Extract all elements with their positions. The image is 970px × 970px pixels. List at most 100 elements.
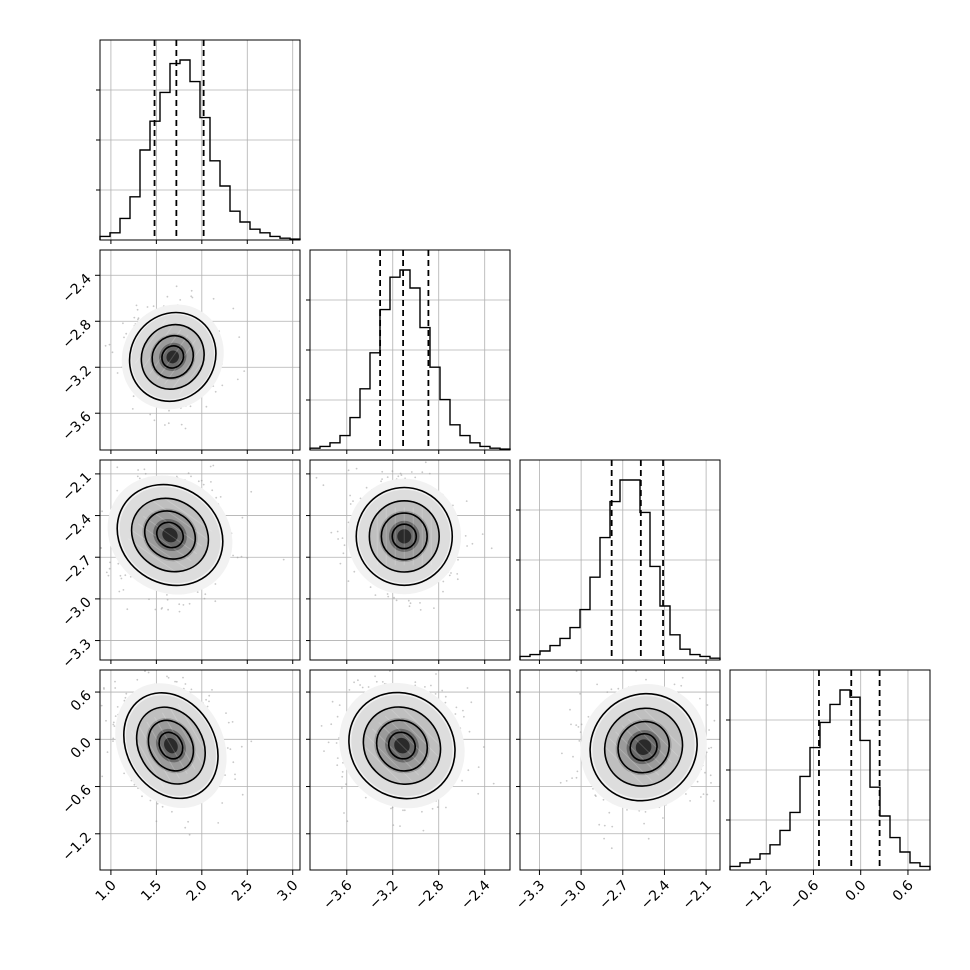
scatter-point — [164, 424, 166, 426]
scatter-point — [178, 603, 181, 606]
scatter-point — [126, 665, 128, 667]
scatter-point — [149, 413, 152, 416]
y-tick-label-2-4: −2.1 — [59, 469, 94, 504]
scatter-point — [161, 805, 164, 808]
scatter-point — [232, 554, 235, 557]
scatter-point — [241, 516, 244, 519]
scatter-point — [330, 723, 333, 726]
x-tick-label-2-0: −3.3 — [513, 878, 548, 913]
scatter-point — [579, 731, 582, 733]
scatter-point — [341, 771, 344, 773]
x-tick-label-2-2: −2.7 — [596, 878, 631, 913]
scatter-point — [144, 472, 147, 475]
scatter-point — [341, 787, 343, 789]
scatter-point — [424, 686, 426, 688]
scatter-point — [421, 810, 423, 813]
scatter-point — [137, 318, 139, 321]
scatter-point — [62, 476, 64, 478]
scatter-point — [171, 810, 173, 813]
scatter-point — [156, 802, 159, 805]
density-cell-edge — [148, 508, 203, 547]
scatter-point — [617, 687, 620, 690]
contour-0 — [629, 732, 658, 762]
scatter-point — [445, 806, 447, 809]
scatter-point — [141, 795, 143, 798]
scatter-point — [184, 826, 187, 829]
scatter-point — [387, 595, 390, 598]
scatter-point — [359, 684, 361, 686]
x-tick-label-1-2: −2.8 — [412, 878, 447, 913]
scatter-point — [322, 484, 325, 487]
contour-1 — [617, 720, 670, 774]
scatter-point — [106, 751, 109, 753]
joint-content — [520, 670, 734, 870]
scatter-point — [327, 741, 330, 744]
y-tick-label-3-3: 0.6 — [68, 687, 95, 714]
x-tick-label-0-4: 3.0 — [274, 878, 301, 905]
scatter-point — [603, 824, 606, 827]
scatter-point — [713, 719, 716, 722]
scatter-point — [240, 745, 243, 748]
density-shading — [115, 683, 227, 808]
y-tick-label-3-2: 0.0 — [68, 735, 95, 762]
scatter-point — [114, 715, 117, 717]
scatter-point — [596, 683, 598, 686]
scatter-point — [336, 764, 339, 767]
scatter-point — [407, 599, 410, 602]
density-cell-edge — [158, 493, 213, 532]
scatter-point — [571, 777, 573, 779]
contour-2 — [140, 323, 205, 390]
scatter-point — [179, 299, 182, 301]
scatter-point — [466, 687, 469, 689]
scatter-point — [190, 688, 193, 691]
scatter-point — [155, 820, 158, 823]
scatter-point — [232, 307, 235, 310]
scatter-point — [214, 583, 217, 585]
joint-panel-1-3 — [310, 670, 510, 870]
scatter-point — [465, 500, 468, 502]
scatter-point — [392, 824, 395, 826]
scatter-point — [397, 475, 400, 478]
scatter-point — [706, 704, 709, 706]
scatter-point — [710, 782, 712, 784]
scatter-point — [118, 590, 121, 593]
scatter-point — [209, 465, 212, 468]
density-shading — [121, 304, 224, 410]
panel-frame-joint-0-3 — [99, 669, 301, 871]
scatter-point — [215, 496, 218, 499]
scatter-point — [343, 544, 346, 547]
scatter-point — [455, 706, 458, 709]
density-cell-edge — [372, 728, 420, 776]
scatter-point — [602, 798, 605, 801]
scatter-point — [114, 680, 116, 683]
scatter-point — [124, 696, 127, 699]
scatter-point — [352, 500, 354, 502]
scatter-point — [135, 304, 138, 307]
scatter-point — [369, 586, 372, 588]
scatter-point — [580, 723, 583, 726]
scatter-point — [732, 751, 734, 753]
density-cell-edge — [154, 716, 188, 775]
scatter-point — [86, 311, 88, 313]
contour-3 — [355, 486, 454, 587]
scatter-point — [119, 574, 122, 577]
scatter-point — [431, 807, 434, 810]
y-tick-label-3-1: −0.6 — [59, 782, 94, 817]
scatter-point — [570, 723, 572, 726]
scatter-point — [424, 461, 427, 464]
scatter-point — [441, 689, 444, 692]
scatter-point — [136, 678, 139, 681]
scatter-point — [347, 469, 350, 472]
scatter-point — [108, 567, 111, 570]
scatter-point — [598, 823, 601, 826]
scatter-point — [708, 729, 710, 731]
scatter-point — [111, 351, 114, 354]
y-tick-label-2-0: −3.3 — [59, 636, 94, 671]
scatter-point — [421, 471, 424, 474]
scatter-point — [561, 752, 563, 755]
scatter-point — [603, 837, 605, 840]
density-shading — [580, 683, 707, 811]
scatter-point — [434, 693, 437, 695]
joint-content — [86, 250, 300, 450]
contour-1 — [380, 512, 428, 561]
